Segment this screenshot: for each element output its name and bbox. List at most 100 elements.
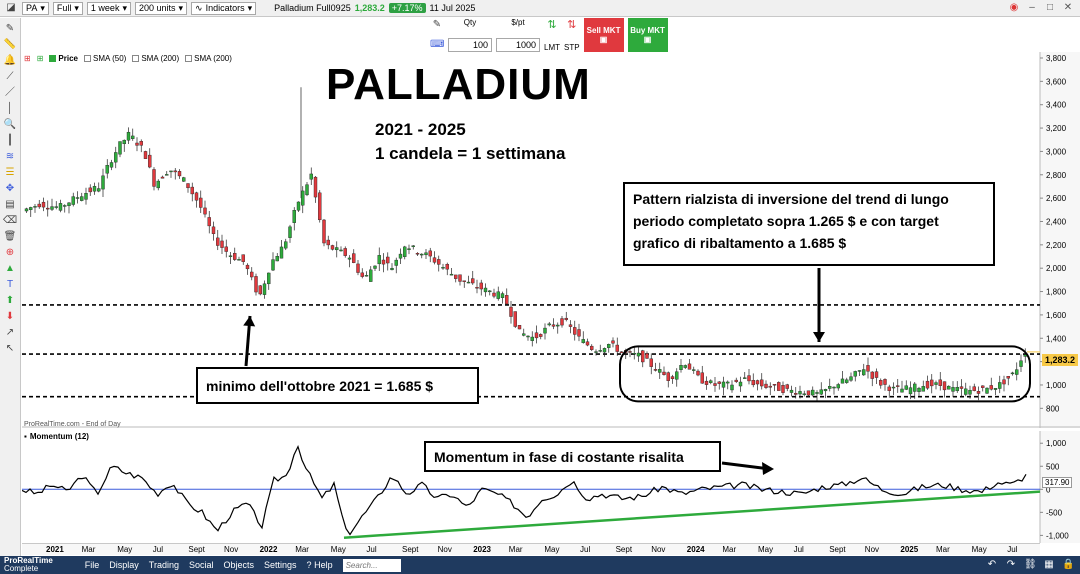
pencil-icon[interactable]: ✎ [5,23,15,34]
legend-price[interactable]: Price [49,54,78,63]
menu-objects[interactable]: Objects [223,560,255,570]
candle-body [934,382,938,385]
view-select[interactable]: Full ▾ [52,1,83,15]
time-axis-label: May [971,545,987,554]
text-icon[interactable]: T [6,279,14,290]
close-icon[interactable]: ✕ [1063,2,1073,13]
candle-body [267,272,271,285]
momentum-annotation: Momentum in fase di costante risalita [424,441,721,472]
candle-body [968,389,972,395]
qty-input[interactable]: 100 [448,38,492,52]
menu-social[interactable]: Social [188,560,214,570]
price-chart[interactable]: 3,800 3,600 3,400 3,200 3,000 2,800 2,600 2,400… [22,52,1080,428]
redo-icon[interactable]: ↷ [1006,559,1016,570]
shapes-icon[interactable]: ▲ [5,263,15,274]
legend-sma-200-b[interactable]: SMA (200) [185,54,232,63]
minimize-icon[interactable]: – [1029,2,1035,13]
candle-body [373,265,377,269]
symbol-field[interactable]: PA ▾ [22,1,49,15]
legend-add-icon[interactable]: ⊞ [24,54,31,63]
ruler-icon[interactable]: 📏 [3,39,17,50]
candle-body [772,384,777,386]
trendline-icon[interactable]: ⟋ [6,71,14,82]
menu-trading[interactable]: Trading [148,560,179,570]
time-axis-label: Mar [936,545,950,554]
chevron-down-icon: ▾ [178,2,184,13]
momentum-arrow-shaft [721,461,771,471]
period-select[interactable]: 1 week ▾ [86,1,131,15]
cursor-icon[interactable]: ↖ [5,343,15,354]
candle-body [500,293,505,298]
layout-icon[interactable]: ▦ [1044,559,1054,570]
candle-body [318,192,322,221]
arrow-down-icon[interactable]: ⬇ [5,311,15,322]
arrow-diagonal-icon[interactable]: ↗ [5,327,15,338]
lock-icon[interactable]: 🔒 [1062,559,1075,570]
menu-help[interactable]: ? Help [307,560,333,570]
vertical-cursor-icon[interactable]: ┃ [6,135,14,146]
keyboard-icon[interactable]: ⌨ [430,39,445,50]
indicators-button[interactable]: ∿ Indicators ▾ [191,1,257,15]
units-select[interactable]: 200 units ▾ [134,1,188,15]
candle-body [747,375,751,382]
candle-body [874,371,879,378]
legend-sma-200-a[interactable]: SMA (200) [132,54,179,63]
candle-body [675,371,679,380]
brand-logo[interactable]: ProRealTime Complete [4,557,53,573]
legend-sma-50[interactable]: SMA (50) [83,54,126,63]
fibonacci-icon[interactable]: ≋ [5,151,15,162]
menu-settings[interactable]: Settings [264,560,297,570]
candle-body [131,135,135,139]
candle-body [432,257,437,263]
panel-menu-icon[interactable]: ▪ [24,432,27,441]
chart-title-annotation: PALLADIUM [326,60,591,109]
chart-icon[interactable]: ◪ [6,2,16,13]
candle-body [135,142,139,146]
candle-body [479,282,483,290]
undo-icon[interactable]: ↶ [987,559,997,570]
candle-body [488,290,492,293]
doc-icon[interactable]: ▤ [5,199,15,210]
menu-file[interactable]: File [84,560,100,570]
line-icon[interactable]: ／ [5,87,15,98]
buy-mkt-button[interactable]: Buy MKT ▣ [627,18,668,52]
candle-body [390,267,394,271]
candle-body [292,210,296,223]
menu-display[interactable]: Display [109,560,139,570]
lmt-button[interactable]: ⇅ LMT [544,18,560,52]
maximize-icon[interactable]: □ [1046,2,1054,13]
legend-settings-icon[interactable]: ⊞ [36,54,44,63]
vertical-line-icon[interactable]: │ [6,103,14,114]
candle-body [687,363,692,370]
pt-input[interactable]: 1000 [496,38,540,52]
order-ticket-icon[interactable]: ✎ [432,19,442,30]
link-icon[interactable]: ⛓ [1024,559,1037,570]
trash-icon[interactable]: 🗑 [3,231,17,242]
zoom-icon[interactable]: 🔍 [3,119,17,130]
candle-body [1010,372,1015,375]
candle-body [947,385,951,390]
candle-body [717,381,721,384]
candle-body [352,253,356,263]
stp-button[interactable]: ⇅ STP [564,18,580,52]
candle-body [1019,360,1023,367]
time-axis-label: Mar [295,545,309,554]
channel-icon[interactable]: ☰ [5,167,15,178]
candle-body [199,197,203,208]
brush-icon[interactable]: ⌫ [3,215,18,226]
arrow-up-icon[interactable]: ⬆ [5,295,15,306]
order-bar: ✎ ⌨ Qty 100 $/pt 1000 ⇅ LMT ⇅ STP Sell M… [430,18,680,52]
alert-bell-icon[interactable]: 🔔 [3,55,17,66]
candle-body [806,390,811,396]
browser-icon[interactable]: ◉ [1009,2,1019,13]
pattern-outline [619,345,1031,403]
move-icon[interactable]: ✥ [5,183,15,194]
quote-date: 11 Jul 2025 [429,3,476,13]
stop-order-icon: ⇅ [567,19,577,31]
candle-body [41,201,46,208]
magnet-icon[interactable]: ⊕ [5,247,15,258]
search-input[interactable]: Search... [342,558,401,572]
candle-body [879,380,883,386]
candle-body [594,351,598,353]
sell-mkt-button[interactable]: Sell MKT ▣ [583,18,624,52]
